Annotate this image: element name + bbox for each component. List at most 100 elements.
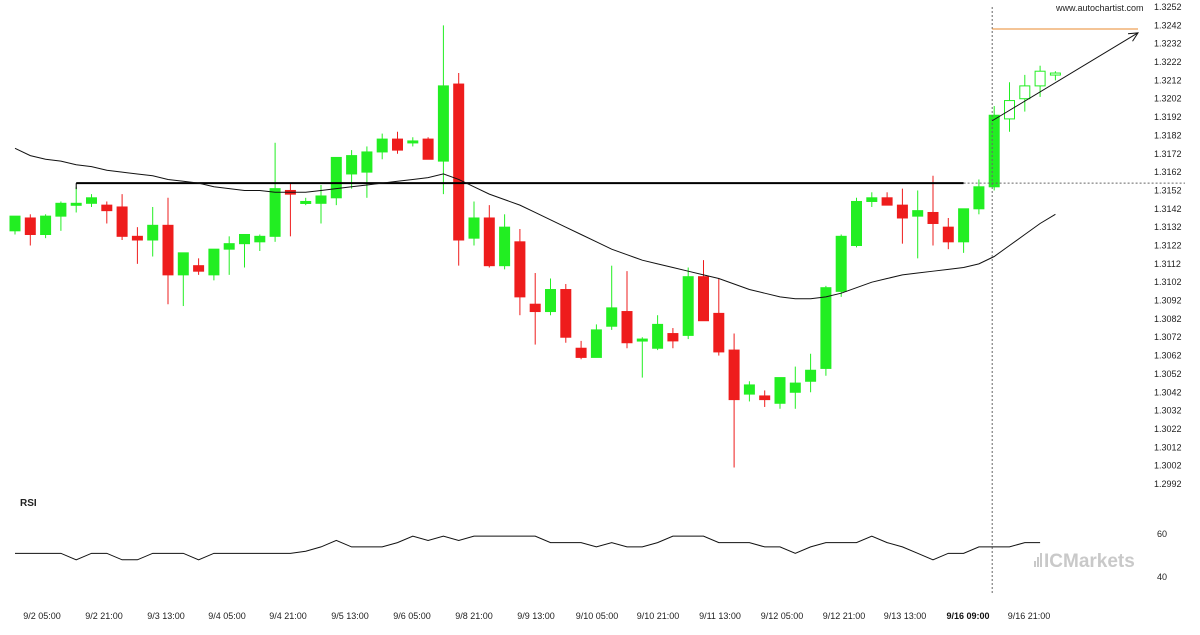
candle-body <box>743 384 755 395</box>
candle-body <box>346 155 358 175</box>
candle-body <box>774 377 786 404</box>
time-tick-label: 9/8 21:00 <box>455 611 493 621</box>
candle-body <box>9 215 21 232</box>
candle-body <box>376 138 388 153</box>
time-tick-label: 9/11 13:00 <box>699 611 741 621</box>
price-tick-label: 1.3032 <box>1154 406 1182 416</box>
candle-body <box>392 138 403 151</box>
price-tick-label: 1.3172 <box>1154 149 1182 159</box>
price-tick-label: 1.3152 <box>1154 185 1182 195</box>
price-tick-label: 1.3142 <box>1154 204 1182 214</box>
candle-body <box>407 140 419 144</box>
price-tick-label: 1.3112 <box>1154 259 1181 269</box>
candle-body <box>330 156 342 199</box>
candle-body <box>437 85 449 162</box>
candle-body <box>912 210 924 217</box>
price-tick-label: 1.3242 <box>1154 20 1182 30</box>
candle-body <box>606 307 618 327</box>
price-tick-label: 1.3202 <box>1154 94 1182 104</box>
price-tick-label: 1.3132 <box>1154 222 1182 232</box>
candle-body <box>223 243 235 250</box>
candle-body <box>973 186 985 210</box>
candle-body <box>315 195 327 204</box>
candle-body <box>621 311 633 344</box>
overlay-lines-group <box>14 7 1185 595</box>
time-tick-label: 9/3 13:00 <box>147 611 185 621</box>
price-tick-label: 1.3102 <box>1154 277 1182 287</box>
watermark-url: www.autochartist.com <box>1056 3 1144 13</box>
rsi-tick-label: 60 <box>1157 529 1167 539</box>
candle-body <box>942 226 954 243</box>
candle-body <box>177 252 189 276</box>
price-tick-label: 1.3062 <box>1154 351 1182 361</box>
candle-body <box>652 323 664 349</box>
rsi-group <box>15 535 1041 561</box>
candle-body <box>499 226 511 267</box>
candle-body <box>70 202 82 206</box>
price-tick-label: 1.3052 <box>1154 369 1182 379</box>
candle-body <box>789 382 801 393</box>
candle-body <box>101 204 113 212</box>
candle-body <box>116 206 128 237</box>
projection-arrowhead <box>1127 32 1139 42</box>
price-tick-label: 1.3012 <box>1154 442 1182 452</box>
candles-group <box>9 25 1061 468</box>
candle-body <box>1019 85 1031 100</box>
time-tick-label: 9/5 13:00 <box>331 611 369 621</box>
time-tick-label: 9/2 21:00 <box>85 611 123 621</box>
candle-body <box>820 287 832 369</box>
candle-body <box>1034 70 1046 87</box>
time-tick-label: 9/4 05:00 <box>208 611 246 621</box>
price-tick-label: 1.3192 <box>1154 112 1182 122</box>
candle-body <box>86 197 97 204</box>
price-tick-label: 1.3212 <box>1154 75 1182 85</box>
time-tick-label: 9/4 21:00 <box>269 611 307 621</box>
candle-body <box>545 289 556 313</box>
price-tick-label: 1.3232 <box>1154 39 1182 49</box>
time-tick-label: 9/2 05:00 <box>23 611 61 621</box>
time-tick-label: 9/10 21:00 <box>637 611 680 621</box>
candle-body <box>866 197 878 202</box>
time-tick-label: 9/10 05:00 <box>576 611 619 621</box>
candle-body <box>483 217 495 267</box>
candle-body <box>728 349 740 401</box>
candle-body <box>131 235 143 241</box>
price-tick-label: 1.3162 <box>1154 167 1182 177</box>
candle-body <box>560 289 572 338</box>
candle-body <box>514 241 526 298</box>
broker-logo: ICMarkets <box>1034 551 1135 573</box>
candle-body <box>162 224 174 276</box>
price-tick-label: 1.3182 <box>1154 130 1182 140</box>
candle-body <box>24 217 36 235</box>
candle-body <box>269 188 281 237</box>
candle-body <box>193 265 205 272</box>
time-tick-label: 9/16 21:00 <box>1008 611 1051 621</box>
time-tick-label: 9/12 05:00 <box>761 611 804 621</box>
candle-body <box>254 235 266 243</box>
candle-body <box>988 114 1000 188</box>
candle-body <box>759 395 771 401</box>
candle-body <box>575 347 587 358</box>
logo-bars-icon <box>1034 551 1043 573</box>
price-tick-label: 1.3042 <box>1154 387 1182 397</box>
time-tick-label: 9/12 21:00 <box>823 611 866 621</box>
projection-arrow-line <box>991 32 1139 122</box>
candle-body <box>958 208 970 243</box>
candle-body <box>851 200 862 247</box>
price-tick-label: 1.3252 <box>1154 2 1182 12</box>
candle-body <box>422 138 434 160</box>
price-tick-label: 1.3222 <box>1154 57 1182 67</box>
price-tick-label: 1.3022 <box>1154 424 1182 434</box>
candle-body <box>713 312 725 353</box>
candle-body <box>682 276 694 336</box>
candle-body <box>300 200 312 204</box>
rsi-tick-label: 40 <box>1157 572 1167 582</box>
price-tick-label: 1.3122 <box>1154 241 1182 251</box>
candle-body <box>927 211 939 224</box>
time-tick-label: 9/9 13:00 <box>517 611 555 621</box>
candle-body <box>667 333 679 342</box>
price-tick-label: 1.3072 <box>1154 332 1182 342</box>
rsi-panel-label: RSI <box>20 498 37 509</box>
